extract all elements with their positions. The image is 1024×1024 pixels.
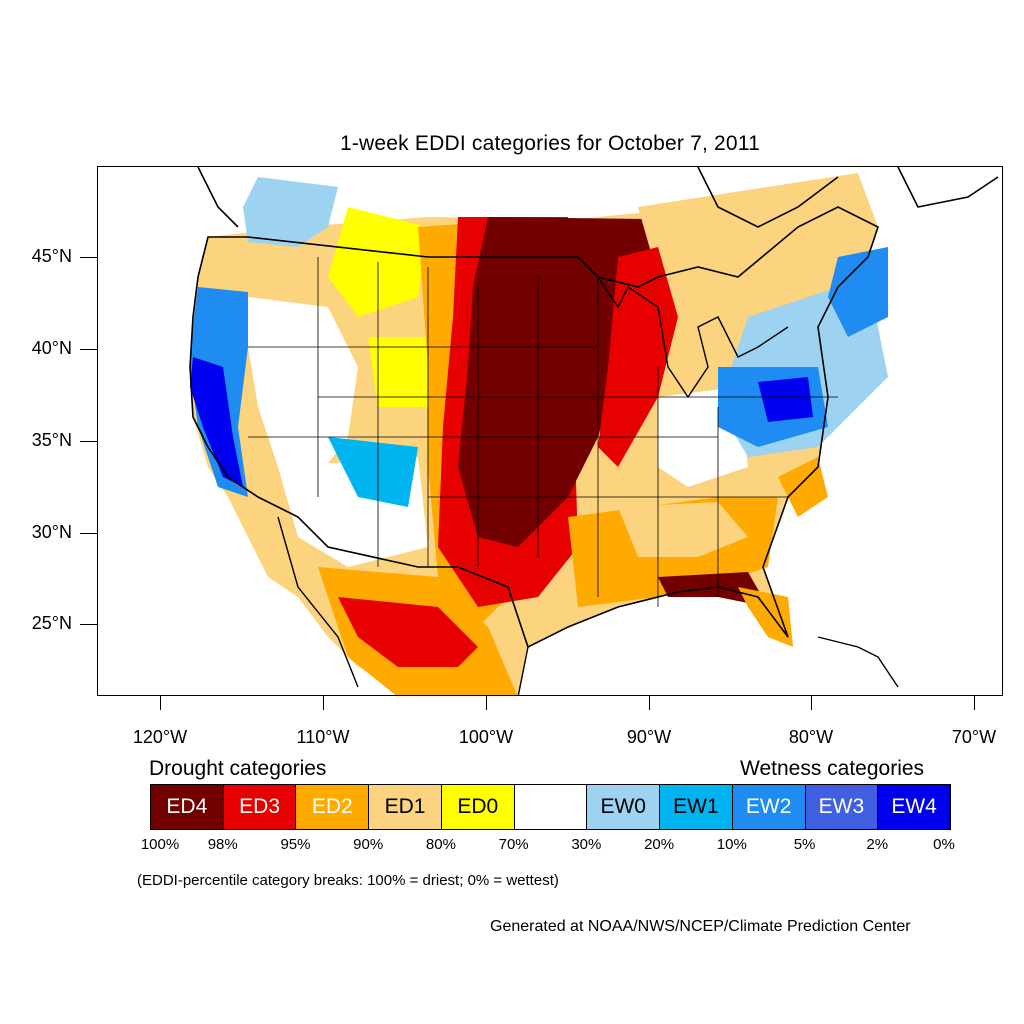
legend-swatch-label: EW2 bbox=[745, 795, 792, 818]
legend-swatch-ed4: ED4 bbox=[150, 784, 224, 830]
state-lines bbox=[248, 257, 838, 607]
legend-swatch-label: EW1 bbox=[673, 795, 719, 818]
lon-tick bbox=[811, 696, 813, 710]
lon-label: 80°W bbox=[788, 727, 834, 747]
legend-break-label: 90% bbox=[353, 836, 384, 853]
lon-label: 120°W bbox=[132, 727, 188, 747]
gulf-coast-ed4 bbox=[658, 572, 768, 607]
legend-note: (EDDI-percentile category breaks: 100% =… bbox=[137, 872, 559, 889]
legend-swatch-label: EW3 bbox=[818, 795, 865, 818]
legend-break-label: 100% bbox=[140, 836, 180, 853]
florida-ed2 bbox=[738, 587, 793, 647]
credit-line: Generated at NOAA/NWS/NCEP/Climate Predi… bbox=[490, 918, 911, 935]
southeast-ed1 bbox=[618, 502, 748, 557]
legend-swatch-ed2: ED2 bbox=[295, 784, 370, 830]
eddi-map bbox=[189, 167, 999, 695]
lon-tick bbox=[974, 696, 976, 710]
mid-atlantic-ew4 bbox=[758, 377, 813, 422]
arizona-ew1 bbox=[328, 437, 418, 507]
great-lakes bbox=[597, 276, 789, 399]
new-england-ew2 bbox=[828, 247, 888, 337]
legend-break-label: 20% bbox=[644, 836, 675, 853]
us-outline bbox=[189, 206, 879, 649]
legend-swatch-ed3: ED3 bbox=[222, 784, 297, 830]
lat-label: 25°N bbox=[31, 613, 72, 633]
eddi-fill-layers bbox=[190, 173, 888, 695]
great-lakes-ed3 bbox=[598, 247, 678, 467]
lat-label: 30°N bbox=[31, 522, 72, 542]
lon-tick bbox=[323, 696, 325, 710]
lat-label: 35°N bbox=[31, 430, 72, 450]
lon-label: 100°W bbox=[458, 727, 514, 747]
lon-tick bbox=[486, 696, 488, 710]
legend-break-label: 5% bbox=[793, 836, 816, 853]
lat-label: 40°N bbox=[31, 338, 72, 358]
boundary-lines bbox=[189, 167, 999, 695]
legend-swatch-label: ED2 bbox=[311, 795, 353, 818]
great-basin-white bbox=[248, 297, 358, 477]
carolinas-ed2 bbox=[778, 457, 828, 517]
legend-swatch-label: ED1 bbox=[384, 795, 426, 818]
map-frame bbox=[97, 166, 1003, 696]
legend-swatch-label: ED0 bbox=[457, 795, 499, 818]
legend-swatch-ew1: EW1 bbox=[659, 784, 733, 830]
legend-swatch-label: ED4 bbox=[166, 795, 208, 818]
mexico-coast bbox=[277, 516, 529, 695]
lon-label: 110°W bbox=[296, 727, 350, 747]
colorado-ed0 bbox=[368, 337, 433, 407]
legend-swatch-ew2: EW2 bbox=[731, 784, 806, 830]
legend-swatch-ed1: ED1 bbox=[368, 784, 442, 830]
lat-tick bbox=[80, 349, 97, 351]
legend-swatch-label: EW4 bbox=[891, 795, 937, 818]
legend-break-label: 70% bbox=[498, 836, 529, 853]
lat-tick bbox=[80, 441, 97, 443]
lon-tick bbox=[160, 696, 162, 710]
mexico-ed3 bbox=[338, 597, 478, 667]
lon-label: 90°W bbox=[626, 727, 672, 747]
legend-break-label: 2% bbox=[866, 836, 889, 853]
legend-outline bbox=[150, 784, 950, 830]
pacific-nw-ew0 bbox=[243, 177, 338, 247]
lat-label: 45°N bbox=[31, 246, 72, 266]
lon-label: 70°W bbox=[951, 727, 997, 747]
lat-tick bbox=[80, 257, 97, 259]
legend-break-label: 10% bbox=[716, 836, 747, 853]
legend-break-label: 0% bbox=[933, 836, 955, 853]
upper-midwest-ed1 bbox=[638, 173, 868, 297]
legend-break-label: 30% bbox=[571, 836, 602, 853]
lon-tick bbox=[649, 696, 651, 710]
legend-swatch-ew3: EW3 bbox=[804, 784, 879, 830]
wetness-heading: Wetness categories bbox=[740, 757, 925, 780]
drought-heading: Drought categories bbox=[149, 757, 327, 780]
lat-tick bbox=[80, 624, 97, 626]
lat-tick bbox=[80, 533, 97, 535]
california-ew4 bbox=[190, 357, 243, 487]
legend-break-label: 80% bbox=[425, 836, 456, 853]
legend-swatch-label: ED3 bbox=[239, 795, 280, 818]
legend-break-label: 98% bbox=[207, 836, 238, 853]
legend-break-label: 95% bbox=[280, 836, 311, 853]
map-title: 1-week EDDI categories for October 7, 20… bbox=[339, 132, 761, 155]
cuba-islands bbox=[817, 636, 899, 688]
plains-ed4 bbox=[458, 217, 658, 547]
legend-swatch-ed0: ED0 bbox=[440, 784, 515, 830]
canada-coast bbox=[197, 167, 999, 228]
legend-swatch-label: EW0 bbox=[600, 795, 646, 818]
